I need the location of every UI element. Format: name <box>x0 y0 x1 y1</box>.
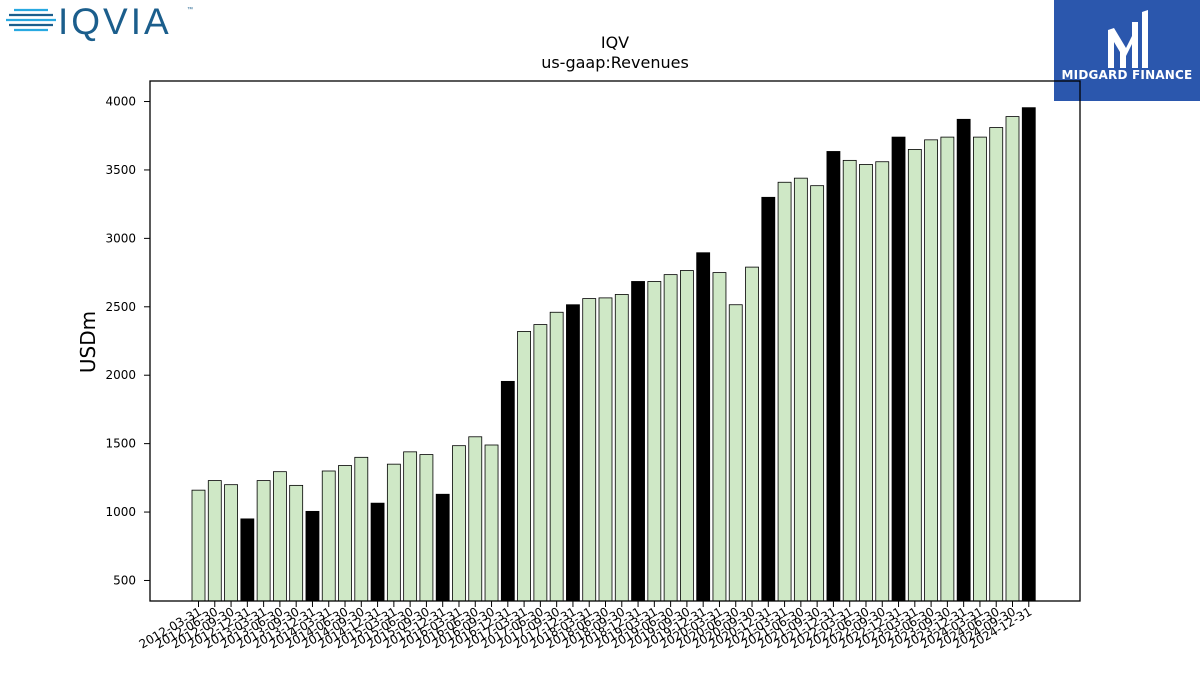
bar-2017-12-31 <box>566 304 580 602</box>
bar-2022-12-31 <box>891 136 906 602</box>
bar-2021-09-30 <box>810 185 825 602</box>
y-tick-label: 1500 <box>105 437 136 451</box>
bar-2022-03-31 <box>842 159 857 602</box>
bar-2018-06-30 <box>598 297 613 602</box>
bar-2019-03-31 <box>647 281 662 602</box>
y-tick-label: 500 <box>113 573 136 587</box>
y-tick-label: 3500 <box>105 163 136 177</box>
bar-2021-03-31 <box>777 181 792 602</box>
bar-2020-12-31 <box>761 196 776 602</box>
bar-2015-06-30 <box>403 451 418 602</box>
y-axis: 500 1000 1500 2000 2500 3000 3500 4000 <box>105 95 150 587</box>
bar-2012-12-31 <box>240 518 255 602</box>
bar-2018-03-31 <box>582 298 597 602</box>
bar-2014-12-31 <box>370 502 385 602</box>
chart-subtitle: us-gaap:Revenues <box>541 53 689 72</box>
bar-2016-12-31 <box>500 380 515 602</box>
bar-2017-03-31 <box>517 331 531 602</box>
bar-2018-09-30 <box>614 294 629 602</box>
bar-2024-12-31 <box>1021 107 1036 602</box>
bar-2014-09-30 <box>354 456 369 602</box>
bar-2018-12-31 <box>631 281 645 602</box>
y-tick-label: 4000 <box>105 95 136 109</box>
x-axis: 2012-03-312012-06-302012-09-302012-12-31… <box>137 601 1034 651</box>
iqvia-stripes <box>6 8 56 32</box>
bar-2012-03-31 <box>191 489 206 602</box>
bar-2013-12-31 <box>305 510 320 602</box>
iqvia-logo-graphic: IQVIA ™ <box>6 1 193 42</box>
midgard-emblem <box>1108 10 1148 68</box>
bar-2023-06-30 <box>924 139 938 602</box>
bar-2021-12-31 <box>826 151 841 602</box>
bar-2023-12-31 <box>956 118 971 602</box>
midgard-finance-logo: MIDGARD FINANCE <box>1054 0 1200 101</box>
bar-2013-06-30 <box>272 471 287 602</box>
bar-2017-06-30 <box>533 324 548 602</box>
y-tick-label: 1000 <box>105 505 136 519</box>
bar-2019-06-30 <box>663 274 678 602</box>
bar-2022-06-30 <box>859 164 873 602</box>
iqvia-tm: ™ <box>187 6 193 13</box>
bar-2014-06-30 <box>338 465 352 602</box>
y-axis-label: USDm <box>76 311 100 373</box>
bar-2024-09-30 <box>1005 116 1020 602</box>
bar-2013-09-30 <box>289 484 304 602</box>
y-tick-label: 3000 <box>105 231 136 245</box>
bar-2015-09-30 <box>419 454 434 602</box>
plot-frame <box>149 80 1081 602</box>
bars-group <box>191 107 1036 602</box>
bar-2021-06-30 <box>793 177 808 602</box>
bar-2014-03-31 <box>321 470 336 602</box>
bar-2015-12-31 <box>435 493 450 602</box>
bar-2022-09-30 <box>875 161 890 602</box>
bar-2016-06-30 <box>468 436 483 602</box>
bar-2012-09-30 <box>224 484 238 602</box>
bar-2017-09-30 <box>549 311 564 602</box>
midgard-wordmark: MIDGARD FINANCE <box>1061 68 1193 82</box>
bar-2019-09-30 <box>680 270 694 602</box>
bar-2013-03-31 <box>256 480 271 602</box>
chart-title: IQV <box>601 33 629 52</box>
bar-2023-03-31 <box>907 149 922 602</box>
bar-2020-06-30 <box>728 304 743 602</box>
iqvia-wordmark: IQVIA <box>58 2 172 42</box>
y-tick-label: 2500 <box>105 300 136 314</box>
iqvia-logo: IQVIA ™ <box>4 1 204 42</box>
y-tick-label: 2000 <box>105 368 136 382</box>
bar-2020-03-31 <box>712 272 727 602</box>
bar-2016-03-31 <box>452 445 466 602</box>
bar-2012-06-30 <box>207 480 222 602</box>
bar-2024-06-30 <box>989 127 1004 602</box>
bar-2023-09-30 <box>940 136 955 602</box>
bar-2019-12-31 <box>696 252 711 602</box>
bar-2024-03-31 <box>973 136 987 602</box>
bar-2015-03-31 <box>386 463 401 602</box>
bar-2020-09-30 <box>745 266 759 602</box>
bar-2016-09-30 <box>484 444 499 602</box>
